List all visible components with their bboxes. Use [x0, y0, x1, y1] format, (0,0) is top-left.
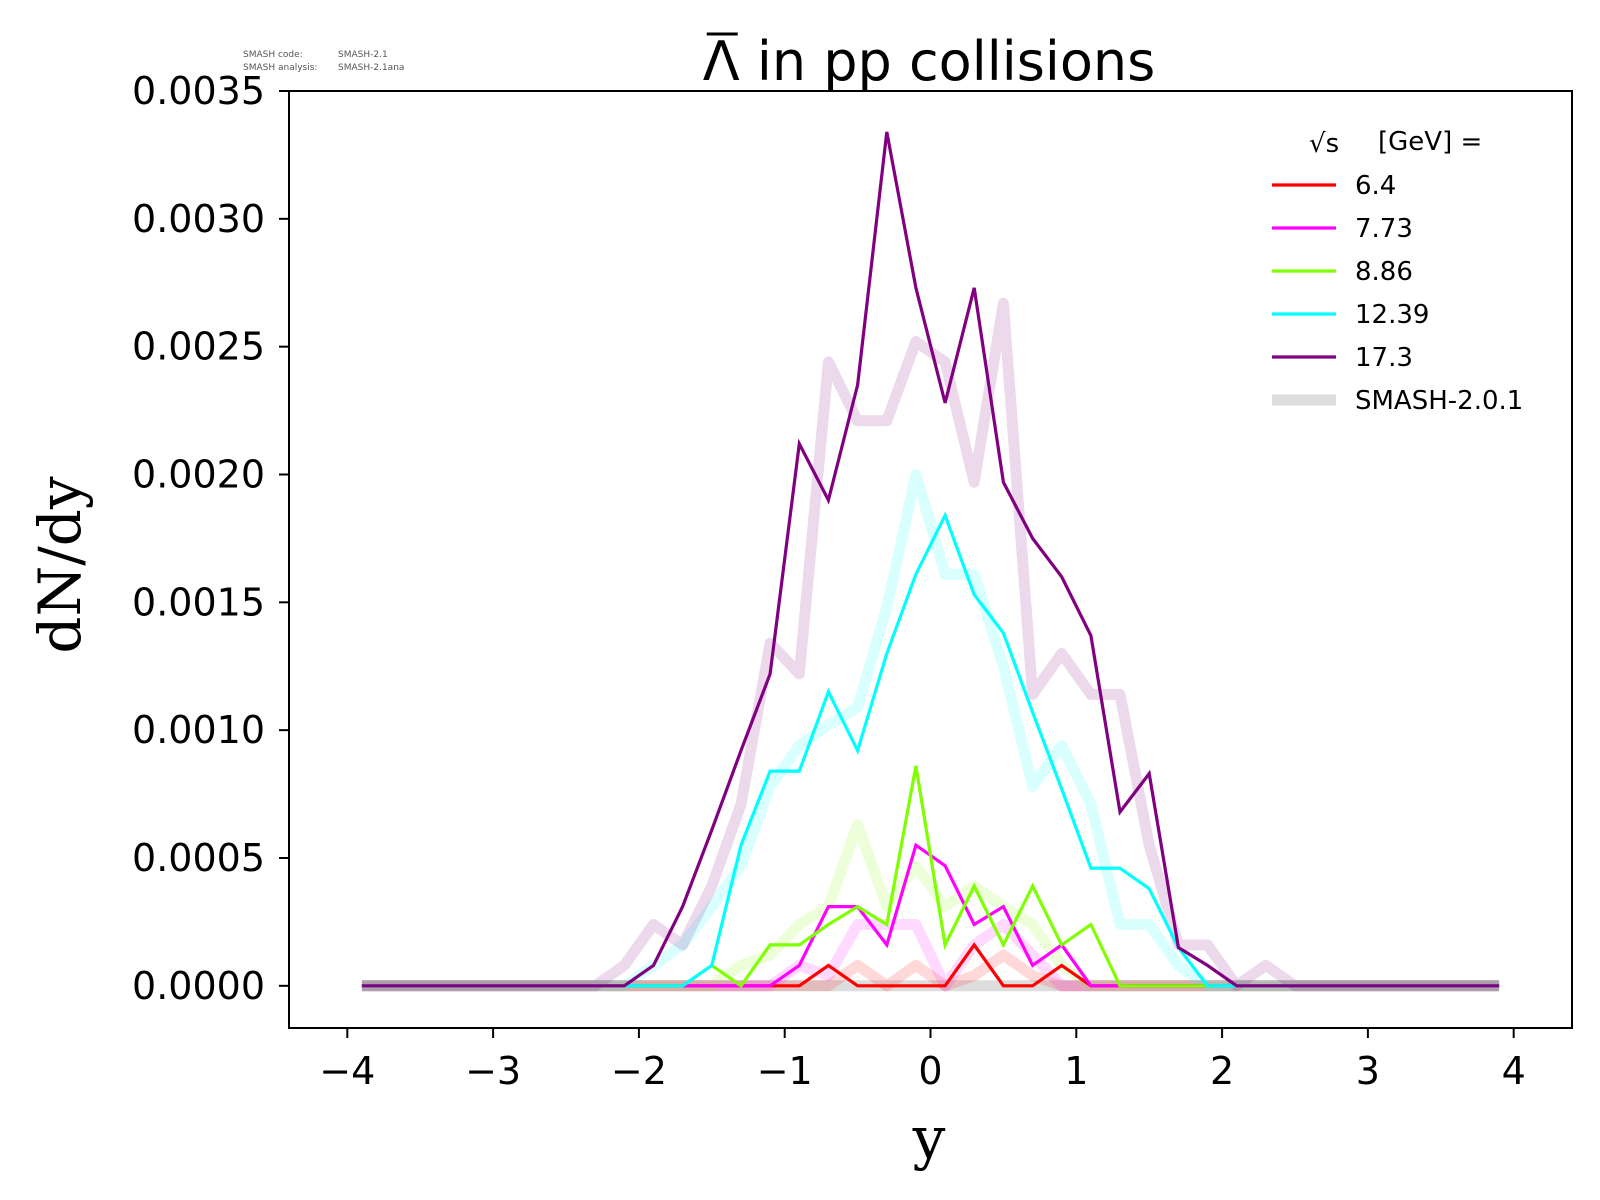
x-tick-label: 1 — [1064, 1049, 1088, 1093]
y-axis-label: dN/dy — [26, 476, 94, 654]
y-tick-label: 0.0000 — [132, 964, 265, 1008]
reference-line-12.39 — [361, 469, 1500, 992]
y-tick-label: 0.0015 — [132, 580, 265, 624]
x-axis: −4 −3 −2 −1 0 1 2 3 4 — [319, 1028, 1526, 1093]
x-tick-label: −1 — [757, 1049, 813, 1093]
y-tick-label: 0.0005 — [132, 836, 265, 880]
legend-title-suffix: [GeV] = — [1378, 127, 1482, 157]
smash-analysis-label: SMASH analysis: — [243, 63, 317, 73]
legend-label-8.86: 8.86 — [1355, 257, 1413, 287]
plot-area — [361, 131, 1500, 992]
legend-label-SMASH-2.0.1: SMASH-2.0.1 — [1355, 386, 1523, 416]
smash-code-label: SMASH code: — [243, 50, 303, 60]
x-tick-label: 3 — [1356, 1049, 1380, 1093]
x-tick-label: −4 — [319, 1049, 375, 1093]
y-tick-label: 0.0035 — [132, 69, 265, 113]
series-line-12.39 — [361, 511, 1500, 988]
x-tick-label: 0 — [918, 1049, 942, 1093]
series-line-17.3 — [361, 131, 1500, 988]
legend: √s [GeV] = 6.4 7.73 8.86 12.39 17.3 SMASH-2.0… — [1272, 127, 1523, 416]
smash-code-value: SMASH-2.1 — [338, 50, 388, 60]
chart-title: Λ in pp collisions — [703, 30, 1156, 93]
x-tick-label: −3 — [465, 1049, 521, 1093]
legend-label-12.39: 12.39 — [1355, 300, 1429, 330]
y-tick-label: 0.0025 — [132, 325, 265, 369]
y-axis: 0.0000 0.0005 0.0010 0.0015 0.0020 0.0025 0.00… — [132, 69, 289, 1008]
y-tick-label: 0.0010 — [132, 708, 265, 752]
legend-title-sqrt: √s — [1309, 129, 1339, 159]
smash-analysis-value: SMASH-2.1ana — [338, 63, 404, 73]
y-tick-label: 0.0020 — [132, 452, 265, 496]
legend-label-7.73: 7.73 — [1355, 214, 1413, 244]
x-axis-label: y — [912, 1104, 946, 1172]
legend-label-17.3: 17.3 — [1355, 343, 1413, 373]
version-stamp: SMASH code: SMASH-2.1 SMASH analysis: SM… — [243, 50, 404, 73]
legend-label-6.4: 6.4 — [1355, 171, 1396, 201]
y-tick-label: 0.0030 — [132, 197, 265, 241]
x-tick-label: −2 — [611, 1049, 667, 1093]
x-tick-label: 4 — [1502, 1049, 1526, 1093]
x-tick-label: 2 — [1210, 1049, 1234, 1093]
